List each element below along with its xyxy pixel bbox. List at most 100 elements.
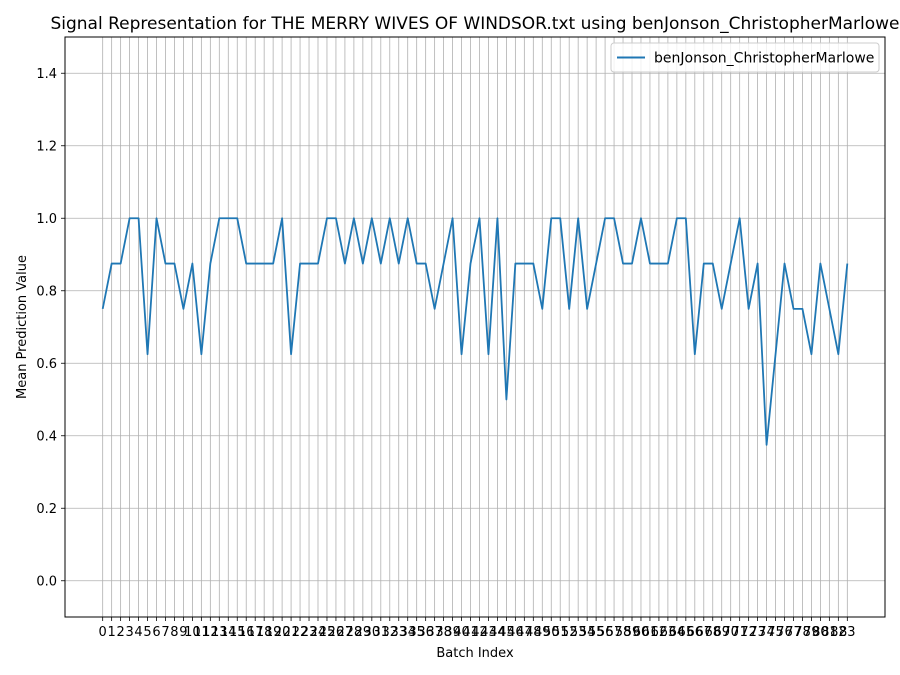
x-tick-label: 4 [134, 625, 142, 640]
x-tick-label: 26 [328, 625, 345, 640]
x-tick-label: 53 [570, 625, 587, 640]
x-tick-label: 13 [211, 625, 228, 640]
x-tick-label: 16 [238, 625, 255, 640]
x-tick-label: 3 [125, 625, 133, 640]
x-tick-label: 27 [337, 625, 354, 640]
grid-lines [65, 37, 885, 617]
x-tick-label: 42 [471, 625, 488, 640]
x-tick-label: 5 [143, 625, 151, 640]
x-tick-label: 22 [292, 625, 309, 640]
x-tick-label: 77 [785, 625, 802, 640]
legend-box [610, 42, 880, 73]
x-tick-label: 14 [220, 625, 237, 640]
x-tick-label: 54 [579, 625, 596, 640]
x-tick-label: 47 [516, 625, 533, 640]
x-tick-label: 58 [615, 625, 632, 640]
y-tick-label: 0.0 [36, 574, 57, 589]
x-tick-label: 7 [161, 625, 169, 640]
plot-area [64, 36, 886, 618]
x-tick-label: 75 [767, 625, 784, 640]
x-tick-label: 0 [99, 625, 107, 640]
x-tick-label: 56 [597, 625, 614, 640]
x-tick-label: 61 [642, 625, 659, 640]
legend: benJonson_ChristopherMarlowe [610, 42, 880, 73]
x-tick-label: 9 [179, 625, 187, 640]
x-tick-label: 19 [265, 625, 282, 640]
x-tick-label: 31 [373, 625, 390, 640]
x-tick-label: 74 [758, 625, 775, 640]
x-tick-label: 83 [839, 625, 856, 640]
x-tick-label: 17 [247, 625, 264, 640]
series-line [101, 217, 849, 446]
y-tick-label: 1.2 [36, 139, 57, 154]
y-tick-label: 0.8 [36, 284, 57, 299]
x-tick-label: 39 [444, 625, 461, 640]
x-tick-label: 36 [417, 625, 434, 640]
x-tick-label: 81 [821, 625, 838, 640]
x-tick-label: 10 [184, 625, 201, 640]
x-tick-label: 49 [534, 625, 551, 640]
x-tick-label: 38 [435, 625, 452, 640]
x-tick-label: 69 [713, 625, 730, 640]
x-tick-label: 34 [399, 625, 416, 640]
x-tick-label: 68 [704, 625, 721, 640]
x-tick-label: 82 [830, 625, 847, 640]
x-tick-label: 44 [489, 625, 506, 640]
y-tick-label: 0.2 [36, 502, 57, 517]
x-tick-label: 66 [687, 625, 704, 640]
x-tick-label: 45 [498, 625, 515, 640]
x-tick-label: 57 [606, 625, 623, 640]
x-tick-label: 59 [624, 625, 641, 640]
x-tick-label: 50 [543, 625, 560, 640]
x-tick-label: 15 [229, 625, 246, 640]
y-axis-label: Mean Prediction Value [15, 255, 30, 399]
x-tick-label: 32 [381, 625, 398, 640]
x-tick-label: 23 [301, 625, 318, 640]
x-tick-label: 60 [633, 625, 650, 640]
x-tick-label: 73 [749, 625, 766, 640]
x-tick-label: 30 [364, 625, 381, 640]
y-tick-label: 1.4 [36, 67, 57, 82]
legend-label: benJonson_ChristopherMarlowe [654, 51, 874, 67]
x-axis-label: Batch Index [436, 646, 514, 661]
x-tick-label: 25 [319, 625, 336, 640]
x-tick-label: 63 [660, 625, 677, 640]
x-tick-label: 24 [310, 625, 327, 640]
x-tick-label: 1 [108, 625, 116, 640]
y-tick-label: 1.0 [36, 212, 57, 227]
x-tick-label: 43 [480, 625, 497, 640]
x-tick-label: 62 [651, 625, 668, 640]
x-tick-label: 33 [390, 625, 407, 640]
x-tick-label: 20 [274, 625, 291, 640]
x-tick-label: 37 [426, 625, 443, 640]
x-tick-label: 70 [722, 625, 739, 640]
x-tick-label: 40 [453, 625, 470, 640]
x-tick-label: 52 [561, 625, 578, 640]
x-axis-ticks: 0 1 2 3 4 5 6 7 8 9101112131415161718192021222324… [99, 617, 856, 640]
x-tick-label: 67 [696, 625, 713, 640]
y-tick-label: 0.6 [36, 357, 57, 372]
x-tick-label: 28 [346, 625, 363, 640]
x-tick-label: 71 [731, 625, 748, 640]
x-tick-label: 79 [803, 625, 820, 640]
x-tick-label: 72 [740, 625, 757, 640]
y-axis-ticks: 0.0 0.2 0.4 0.6 0.8 1.0 1.2 1.4 [36, 67, 65, 589]
x-tick-label: 8 [170, 625, 178, 640]
x-tick-label: 35 [408, 625, 425, 640]
x-tick-label: 51 [552, 625, 569, 640]
x-tick-label: 12 [202, 625, 219, 640]
x-tick-label: 46 [507, 625, 524, 640]
x-tick-label: 11 [193, 625, 210, 640]
x-tick-label: 2 [116, 625, 124, 640]
x-tick-label: 55 [588, 625, 605, 640]
x-tick-label: 64 [669, 625, 686, 640]
x-tick-label: 80 [812, 625, 829, 640]
x-tick-label: 41 [462, 625, 479, 640]
x-tick-label: 29 [355, 625, 372, 640]
x-tick-label: 21 [283, 625, 300, 640]
x-tick-label: 76 [776, 625, 793, 640]
x-tick-label: 18 [256, 625, 273, 640]
y-tick-label: 0.4 [36, 429, 57, 444]
x-tick-label: 48 [525, 625, 542, 640]
